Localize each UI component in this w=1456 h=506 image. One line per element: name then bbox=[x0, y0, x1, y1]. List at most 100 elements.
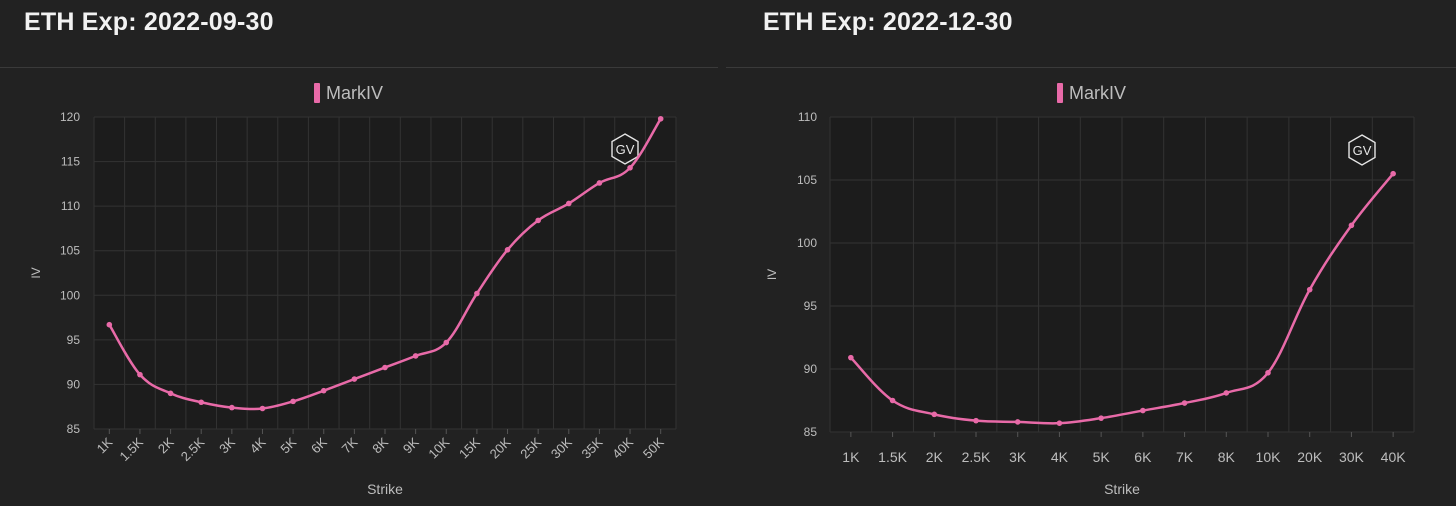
x-tick-label: 15K bbox=[456, 434, 483, 461]
y-tick-label: 100 bbox=[60, 288, 80, 302]
data-point bbox=[596, 180, 603, 186]
x-tick-label: 1K bbox=[94, 434, 116, 456]
y-tick-label: 85 bbox=[804, 425, 818, 439]
x-tick-label: 5K bbox=[1093, 449, 1111, 465]
y-tick-label: 115 bbox=[61, 155, 80, 169]
y-tick-label: 110 bbox=[61, 199, 80, 213]
x-tick-label: 10K bbox=[1256, 449, 1282, 465]
x-tick-label: 4K bbox=[247, 434, 269, 456]
x-tick-label: 7K bbox=[1176, 449, 1194, 465]
data-point bbox=[504, 247, 511, 253]
x-tick-label: 20K bbox=[487, 434, 514, 461]
gv-logo: GV bbox=[611, 133, 639, 165]
data-point bbox=[1306, 286, 1313, 293]
panel-header: ETH Exp: 2022-12-30 bbox=[726, 0, 1456, 68]
plot-area bbox=[94, 117, 676, 429]
data-point bbox=[1056, 420, 1063, 426]
x-tick-label: 9K bbox=[400, 434, 422, 456]
legend-swatch bbox=[314, 83, 320, 103]
data-point bbox=[1265, 369, 1271, 376]
y-tick-label: 85 bbox=[67, 422, 81, 436]
y-tick-label: 90 bbox=[804, 362, 818, 376]
data-point bbox=[198, 399, 205, 406]
x-tick-label: 20K bbox=[1297, 449, 1323, 465]
y-tick-label: 120 bbox=[60, 110, 80, 124]
legend: MarkIV bbox=[1057, 83, 1126, 103]
data-point bbox=[1098, 415, 1104, 421]
data-point bbox=[320, 387, 327, 394]
legend-swatch bbox=[1057, 83, 1063, 103]
x-axis-label: Strike bbox=[367, 481, 403, 497]
x-tick-label: 3K bbox=[1009, 449, 1027, 465]
panel-header: ETH Exp: 2022-09-30 bbox=[0, 0, 718, 68]
line-chart: 85 90 95 100 105 110 115 120 1K 1.5K 2K 2.5K 3K 4K 5K 6… bbox=[29, 83, 677, 497]
data-point bbox=[931, 411, 938, 418]
y-tick-label: 110 bbox=[798, 110, 817, 124]
x-tick-label: 2.5K bbox=[962, 449, 991, 465]
data-point bbox=[290, 398, 296, 405]
chart-title: ETH Exp: 2022-09-30 bbox=[24, 8, 274, 36]
data-point bbox=[137, 371, 143, 378]
data-point bbox=[382, 364, 388, 371]
y-axis-label: IV bbox=[765, 269, 779, 280]
legend-label: MarkIV bbox=[1069, 83, 1126, 103]
data-point bbox=[1140, 407, 1146, 414]
x-tick-label: 50K bbox=[640, 434, 667, 461]
data-point bbox=[627, 165, 633, 171]
x-tick-label: 6K bbox=[308, 434, 330, 456]
y-tick-label: 95 bbox=[804, 299, 818, 313]
data-point bbox=[848, 354, 854, 361]
chart-layer: 85 90 95 100 105 110 115 120 1K 1.5K 2K 2.5K 3K 4K 5K 6… bbox=[29, 83, 677, 497]
legend: MarkIV bbox=[314, 83, 383, 103]
logo-text: GV bbox=[1353, 143, 1372, 158]
data-point bbox=[412, 353, 419, 359]
line-chart: 85 90 95 100 105 110 1K 1.5K 2K 2.5K 3K 4K 5K 6K 7K 8K 1… bbox=[765, 83, 1415, 497]
x-tick-label: 5K bbox=[277, 434, 299, 456]
data-point bbox=[535, 217, 541, 224]
data-point bbox=[443, 339, 450, 346]
data-point bbox=[351, 376, 358, 382]
data-point bbox=[1181, 400, 1188, 406]
chart-layer: 85 90 95 100 105 110 1K 1.5K 2K 2.5K 3K 4K 5K 6K 7K 8K 1… bbox=[765, 83, 1415, 497]
data-point bbox=[1390, 170, 1396, 177]
data-point bbox=[229, 404, 235, 411]
y-tick-label: 90 bbox=[67, 377, 81, 391]
y-tick-label: 105 bbox=[797, 173, 817, 187]
chart-panel-2: ETH Exp: 2022-12-30 85 90 95 100 105 110 1K 1.5… bbox=[726, 0, 1456, 506]
x-tick-label: 3K bbox=[216, 434, 238, 456]
data-point bbox=[657, 115, 664, 122]
data-point bbox=[565, 200, 572, 207]
x-tick-label: 40K bbox=[1381, 449, 1407, 465]
x-tick-label: 1.5K bbox=[878, 449, 907, 465]
x-tick-label: 8K bbox=[1218, 449, 1236, 465]
chart-panel-1: ETH Exp: 2022-09-30 85 90 95 100 105 110 115 12… bbox=[0, 0, 718, 506]
hexagon-icon bbox=[611, 133, 639, 165]
x-tick-label: 2K bbox=[926, 449, 944, 465]
hexagon-icon bbox=[1348, 134, 1376, 166]
x-tick-label: 25K bbox=[517, 434, 544, 461]
data-point bbox=[106, 321, 113, 328]
x-tick-label: 2.5K bbox=[178, 434, 208, 464]
data-point bbox=[889, 397, 896, 404]
x-tick-label: 4K bbox=[1051, 449, 1069, 465]
data-point bbox=[167, 390, 174, 397]
data-point bbox=[474, 290, 480, 297]
x-tick-label: 35K bbox=[579, 434, 606, 461]
y-tick-label: 100 bbox=[797, 236, 817, 250]
x-tick-label: 30K bbox=[1339, 449, 1365, 465]
chart-title: ETH Exp: 2022-12-30 bbox=[763, 8, 1013, 36]
legend-label: MarkIV bbox=[326, 83, 383, 103]
x-tick-label: 7K bbox=[339, 434, 361, 456]
x-tick-label: 6K bbox=[1134, 449, 1152, 465]
x-axis-label: Strike bbox=[1104, 481, 1140, 497]
y-axis-label: IV bbox=[29, 267, 43, 278]
x-tick-label: 1K bbox=[842, 449, 860, 465]
logo-text: GV bbox=[616, 142, 635, 157]
data-point bbox=[1348, 222, 1355, 229]
data-point bbox=[973, 417, 979, 424]
x-tick-label: 30K bbox=[548, 434, 575, 461]
x-tick-label: 10K bbox=[425, 434, 452, 461]
y-tick-label: 105 bbox=[60, 244, 80, 258]
x-tick-label: 8K bbox=[369, 434, 391, 456]
data-point bbox=[1223, 390, 1230, 396]
